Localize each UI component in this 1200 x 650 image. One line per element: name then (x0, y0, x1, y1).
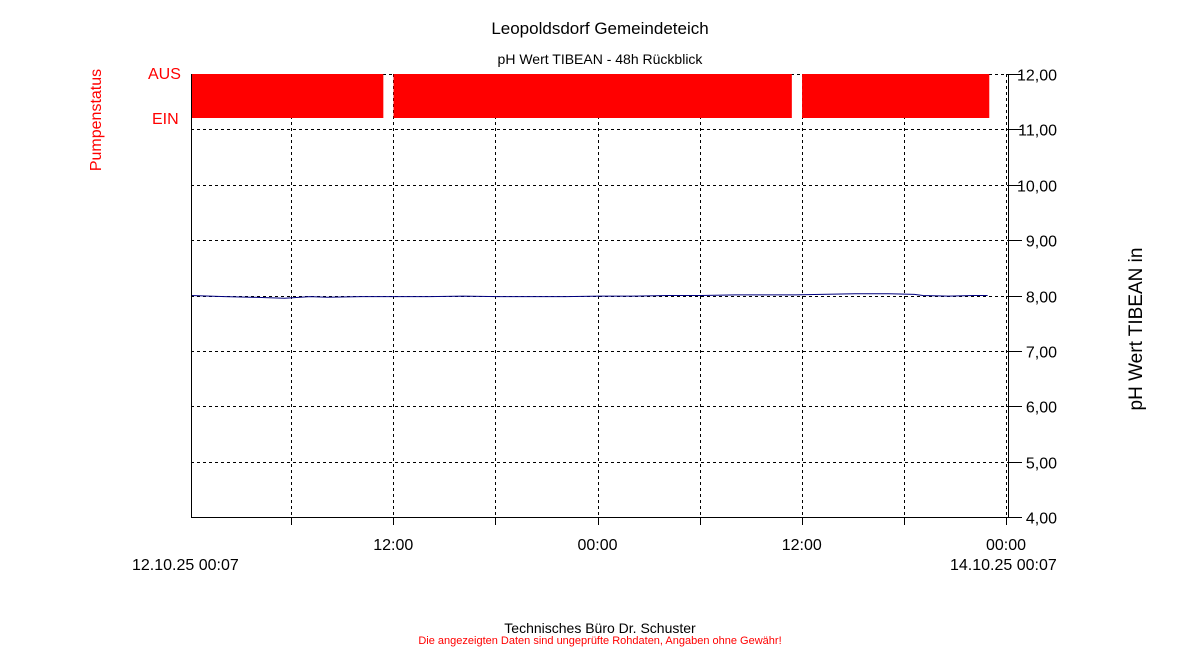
y-tick-label: 6,00 (1026, 400, 1057, 417)
x-range-start-label: 12.10.25 00:07 (132, 557, 239, 574)
x-tick-label: 00:00 (577, 537, 617, 554)
pump-status-segment (191, 74, 384, 118)
x-tick-label: 12:00 (782, 537, 822, 554)
footer-company: Technisches Büro Dr. Schuster (504, 620, 696, 636)
grid (191, 74, 1008, 517)
tick-labels: 4,00 5,00 6,00 7,00 8,00 9,00 10,00 11,00 12,00 1… (373, 68, 1057, 555)
chart-title: Leopoldsdorf Gemeindeteich (491, 19, 709, 38)
y-tick-label: 12,00 (1017, 68, 1057, 85)
pump-status-segment (802, 74, 990, 118)
pump-status-bars (191, 74, 990, 118)
y-tick-label: 11,00 (1018, 123, 1057, 140)
y-tick-label: 4,00 (1026, 511, 1057, 528)
x-tick-label: 12:00 (373, 537, 413, 554)
series-line (190, 293, 988, 299)
data-series (190, 293, 988, 299)
y-tick-label: 7,00 (1026, 345, 1057, 362)
chart-subtitle: pH Wert TIBEAN - 48h Rückblick (497, 51, 703, 67)
x-tick-label: 00:00 (986, 537, 1026, 554)
y-tick-label: 5,00 (1026, 456, 1057, 473)
footer-disclaimer: Die angezeigten Daten sind ungeprüfte Ro… (418, 635, 782, 647)
y-tick-label: 8,00 (1026, 290, 1057, 307)
x-range-end-label: 14.10.25 00:07 (950, 557, 1057, 574)
pump-status-on-label: EIN (152, 111, 179, 128)
pump-status-segment (393, 74, 792, 118)
pump-status-off-label: AUS (148, 66, 181, 83)
y-tick-label: 10,00 (1017, 179, 1057, 196)
y-tick-label: 9,00 (1026, 234, 1057, 251)
axes (191, 74, 1022, 525)
